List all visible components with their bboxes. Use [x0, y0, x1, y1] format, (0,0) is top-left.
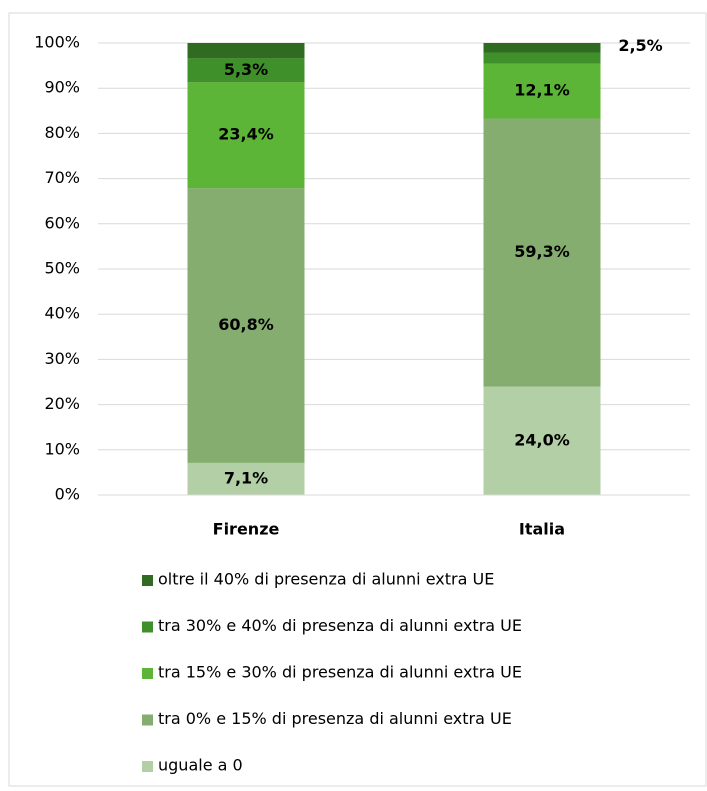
data-label: 7,1%	[224, 468, 268, 487]
legend-swatch	[142, 575, 153, 586]
bar-segment	[187, 462, 305, 495]
y-tick-label: 0%	[55, 485, 80, 504]
bar-segment	[483, 63, 601, 119]
bar-segment	[483, 386, 601, 495]
bar-segment	[187, 43, 305, 59]
legend-label: tra 30% e 40% di presenza di alunni extr…	[158, 616, 522, 635]
bar-segment	[187, 58, 305, 83]
legend-swatch	[142, 621, 153, 633]
y-tick-label: 40%	[44, 304, 80, 323]
legend-swatch	[142, 668, 153, 679]
y-tick-label: 50%	[44, 259, 80, 278]
x-tick-label: Firenze	[213, 520, 280, 539]
data-label: 60,8%	[218, 315, 274, 334]
data-label: 24,0%	[514, 430, 570, 449]
bar-segment	[483, 43, 601, 53]
legend-swatch	[142, 714, 153, 726]
legend-label: oltre il 40% di presenza di alunni extra…	[158, 570, 494, 589]
legend-label: tra 15% e 30% di presenza di alunni extr…	[158, 663, 522, 682]
data-label: 23,4%	[218, 125, 274, 144]
data-label: 12,1%	[514, 81, 570, 100]
y-tick-label: 60%	[44, 213, 80, 232]
y-tick-label: 100%	[34, 33, 80, 52]
y-tick-label: 10%	[44, 439, 80, 458]
bar-segment	[483, 118, 601, 387]
y-tick-label: 30%	[44, 349, 80, 368]
x-tick-label: Italia	[519, 520, 565, 539]
y-tick-label: 70%	[44, 168, 80, 187]
bar-segment	[187, 188, 305, 463]
bar-segment	[187, 82, 305, 189]
data-label: 5,3%	[224, 60, 268, 79]
legend-label: tra 0% e 15% di presenza di alunni extra…	[158, 709, 512, 728]
legend-label: uguale a 0	[158, 756, 243, 775]
bar-segment	[483, 52, 601, 64]
legend-swatch	[142, 761, 153, 772]
y-tick-label: 80%	[44, 123, 80, 142]
data-label: 2,5%	[618, 36, 662, 55]
data-label: 59,3%	[514, 242, 570, 261]
y-tick-label: 20%	[44, 394, 80, 413]
y-tick-label: 90%	[44, 78, 80, 97]
